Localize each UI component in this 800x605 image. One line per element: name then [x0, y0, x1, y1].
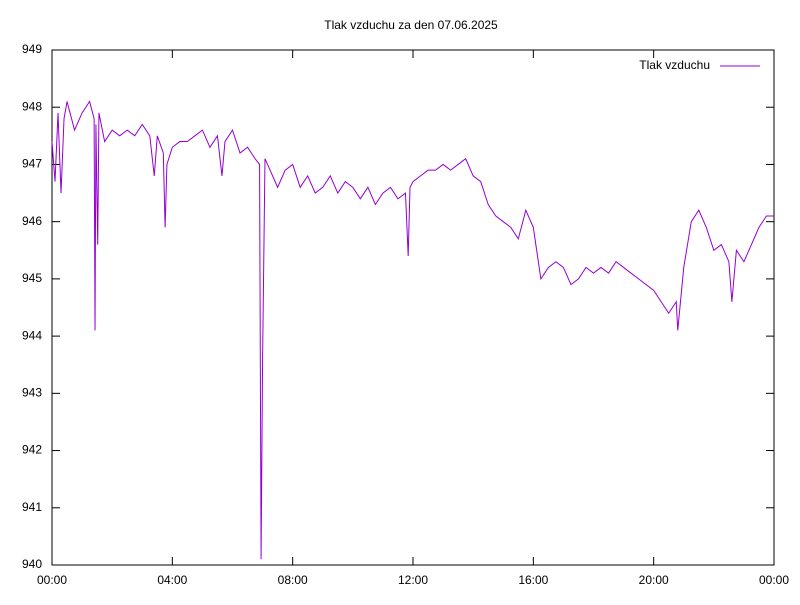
legend-label: Tlak vzduchu — [639, 58, 710, 72]
x-tick-label: 12:00 — [398, 573, 428, 587]
y-tick-label: 945 — [22, 271, 42, 285]
y-tick-label: 943 — [22, 386, 42, 400]
x-tick-label: 04:00 — [157, 573, 187, 587]
y-tick-label: 949 — [22, 42, 42, 56]
x-tick-label: 00:00 — [37, 573, 67, 587]
y-tick-label: 942 — [22, 443, 42, 457]
y-tick-label: 947 — [22, 157, 42, 171]
x-tick-label: 16:00 — [518, 573, 548, 587]
x-tick-label: 00:00 — [759, 573, 789, 587]
y-tick-label: 948 — [22, 99, 42, 113]
x-tick-label: 08:00 — [278, 573, 308, 587]
y-tick-label: 944 — [22, 328, 42, 342]
chart-title: Tlak vzduchu za den 07.06.2025 — [324, 18, 498, 32]
y-tick-label: 940 — [22, 557, 42, 571]
data-line — [51, 100, 774, 560]
x-tick-label: 20:00 — [639, 573, 669, 587]
y-tick-label: 946 — [22, 214, 42, 228]
y-tick-label: 941 — [22, 500, 42, 514]
